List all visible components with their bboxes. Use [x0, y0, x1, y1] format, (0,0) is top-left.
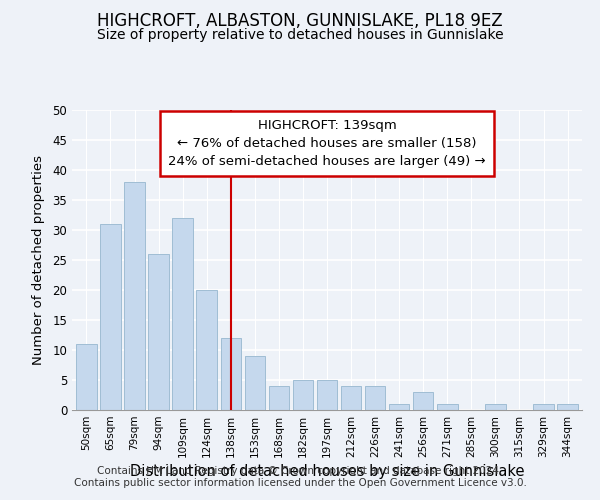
- Bar: [293, 380, 313, 410]
- Bar: [317, 380, 337, 410]
- Bar: [413, 392, 433, 410]
- Bar: [269, 386, 289, 410]
- Text: Contains public sector information licensed under the Open Government Licence v3: Contains public sector information licen…: [74, 478, 526, 488]
- Bar: [341, 386, 361, 410]
- Bar: [76, 344, 97, 410]
- Bar: [437, 404, 458, 410]
- Bar: [389, 404, 409, 410]
- Y-axis label: Number of detached properties: Number of detached properties: [32, 155, 46, 365]
- Bar: [196, 290, 217, 410]
- Text: HIGHCROFT, ALBASTON, GUNNISLAKE, PL18 9EZ: HIGHCROFT, ALBASTON, GUNNISLAKE, PL18 9E…: [97, 12, 503, 30]
- Bar: [533, 404, 554, 410]
- Bar: [100, 224, 121, 410]
- X-axis label: Distribution of detached houses by size in Gunnislake: Distribution of detached houses by size …: [130, 464, 524, 479]
- Bar: [221, 338, 241, 410]
- Text: Contains HM Land Registry data © Crown copyright and database right 2024.: Contains HM Land Registry data © Crown c…: [97, 466, 503, 476]
- Bar: [172, 218, 193, 410]
- Bar: [365, 386, 385, 410]
- Bar: [148, 254, 169, 410]
- Bar: [557, 404, 578, 410]
- Bar: [124, 182, 145, 410]
- Text: Size of property relative to detached houses in Gunnislake: Size of property relative to detached ho…: [97, 28, 503, 42]
- Bar: [485, 404, 506, 410]
- Text: HIGHCROFT: 139sqm
← 76% of detached houses are smaller (158)
24% of semi-detache: HIGHCROFT: 139sqm ← 76% of detached hous…: [168, 119, 486, 168]
- Bar: [245, 356, 265, 410]
